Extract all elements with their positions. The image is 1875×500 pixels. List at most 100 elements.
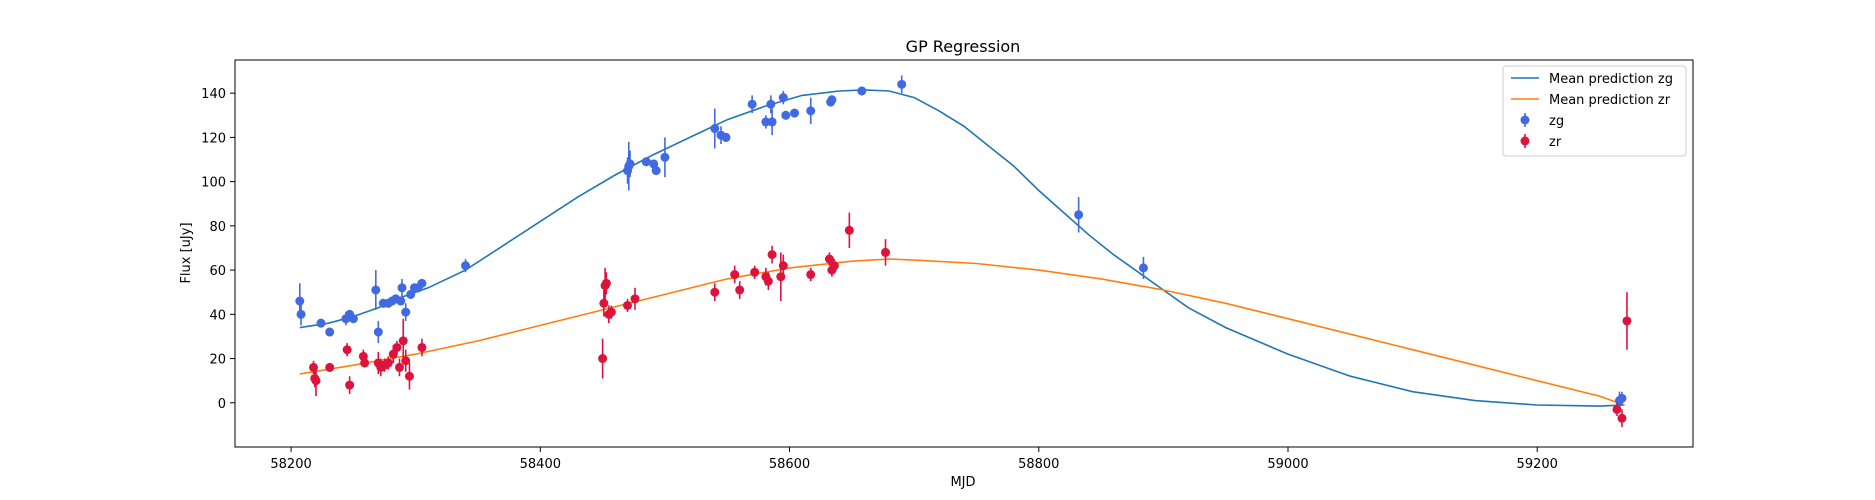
data-point xyxy=(461,261,471,271)
data-point xyxy=(401,307,411,317)
data-point xyxy=(598,354,608,364)
data-point xyxy=(396,296,406,306)
data-point xyxy=(747,99,757,109)
y-tick-label: 140 xyxy=(201,87,226,102)
chart-title: GP Regression xyxy=(906,37,1021,56)
x-axis-label: MJD xyxy=(950,475,975,490)
data-point xyxy=(710,287,720,297)
x-tick-label: 59200 xyxy=(1517,457,1558,472)
data-point xyxy=(325,327,335,337)
legend-label: Mean prediction zg xyxy=(1549,72,1673,87)
legend-box xyxy=(1502,65,1687,157)
legend-label: Mean prediction zr xyxy=(1549,93,1671,108)
data-point xyxy=(778,261,788,271)
data-point xyxy=(827,95,837,105)
data-point xyxy=(606,307,616,317)
data-point xyxy=(1622,316,1632,326)
y-tick-label: 100 xyxy=(201,176,226,191)
legend-marker-swatch xyxy=(1520,136,1530,146)
data-point xyxy=(345,380,355,390)
data-point xyxy=(651,166,661,176)
data-point xyxy=(397,283,407,293)
data-point xyxy=(360,358,370,368)
data-point xyxy=(371,285,381,295)
data-point xyxy=(1074,210,1084,220)
data-point xyxy=(1617,393,1627,403)
x-tick-label: 58600 xyxy=(769,457,810,472)
data-point xyxy=(844,225,854,235)
legend-label: zr xyxy=(1549,135,1562,150)
data-point xyxy=(342,345,352,355)
data-point xyxy=(641,157,651,167)
y-axis-label: Flux [uJy] xyxy=(179,222,194,283)
data-point xyxy=(296,309,306,319)
data-point xyxy=(311,376,321,386)
data-point xyxy=(623,300,633,310)
legend: Mean prediction zg Mean prediction zr zg zr xyxy=(1502,65,1687,157)
data-point xyxy=(601,278,611,288)
series-line-1 xyxy=(299,258,1625,406)
data-point xyxy=(348,314,358,324)
data-point xyxy=(730,270,740,280)
data-point xyxy=(316,318,326,328)
data-point xyxy=(404,371,414,381)
plot-frame xyxy=(234,59,1694,448)
data-point xyxy=(1138,263,1148,273)
x-axis: 58200 58400 58600 58800 59000 59200 xyxy=(270,447,1558,472)
legend-marker-swatch xyxy=(1520,115,1530,125)
data-point xyxy=(406,289,416,299)
y-tick-label: 0 xyxy=(218,397,226,412)
data-point xyxy=(1617,413,1627,423)
data-point xyxy=(824,254,834,264)
data-point xyxy=(625,159,635,169)
plot-area xyxy=(295,75,1632,428)
data-point xyxy=(295,296,305,306)
data-point xyxy=(763,276,773,286)
y-tick-label: 120 xyxy=(201,131,226,146)
data-point xyxy=(778,93,788,103)
series-points-2 xyxy=(295,75,1627,410)
x-tick-label: 59000 xyxy=(1267,457,1308,472)
data-point xyxy=(766,99,776,109)
series-line-0 xyxy=(299,89,1625,407)
data-point xyxy=(401,356,411,366)
data-point xyxy=(750,267,760,277)
data-point xyxy=(394,362,404,372)
y-tick-label: 60 xyxy=(209,264,226,279)
data-point xyxy=(761,117,771,127)
data-point xyxy=(806,270,816,280)
y-tick-label: 80 xyxy=(209,220,226,235)
data-point xyxy=(767,117,777,127)
data-point xyxy=(325,362,335,372)
data-point xyxy=(599,298,609,308)
legend-label: zg xyxy=(1549,114,1564,129)
data-point xyxy=(721,132,731,142)
data-point xyxy=(897,79,907,89)
data-point xyxy=(857,86,867,96)
data-point xyxy=(880,247,890,257)
y-tick-label: 40 xyxy=(209,308,226,323)
data-point xyxy=(383,358,393,368)
data-point xyxy=(806,106,816,116)
data-point xyxy=(710,124,720,134)
data-point xyxy=(392,342,402,352)
data-point xyxy=(660,152,670,162)
data-point xyxy=(417,278,427,288)
data-point xyxy=(735,285,745,295)
x-tick-label: 58200 xyxy=(270,457,311,472)
data-point xyxy=(790,108,800,118)
x-tick-label: 58400 xyxy=(520,457,561,472)
data-point xyxy=(398,336,408,346)
data-point xyxy=(829,261,839,271)
data-point xyxy=(388,349,398,359)
data-point xyxy=(630,294,640,304)
data-point xyxy=(417,342,427,352)
series-points-3 xyxy=(309,212,1632,428)
y-tick-label: 20 xyxy=(209,353,226,368)
y-axis: 0 20 40 60 80 100 120 140 xyxy=(201,87,235,412)
data-point xyxy=(373,327,383,337)
x-tick-label: 58800 xyxy=(1018,457,1059,472)
data-point xyxy=(767,250,777,260)
data-point xyxy=(781,110,791,120)
